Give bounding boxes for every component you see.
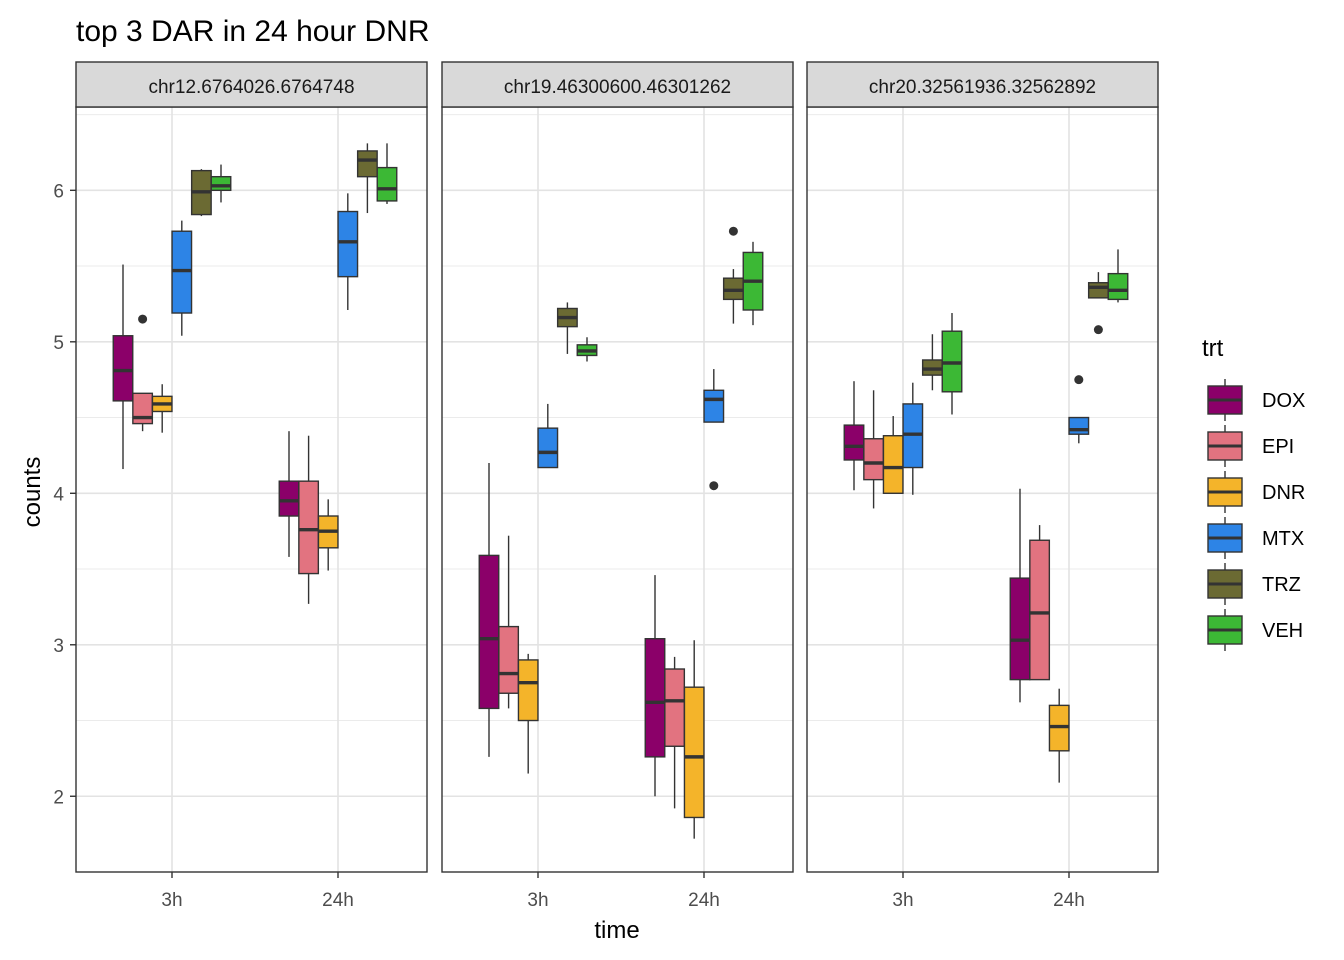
y-tick-label: 3 — [53, 636, 64, 657]
box-iqr — [498, 625, 520, 694]
legend-item-dnr: DNR — [1202, 469, 1305, 515]
panel-background — [807, 107, 1158, 872]
box-iqr — [683, 686, 705, 819]
outlier-point — [709, 481, 719, 491]
legend-title: trt — [1202, 335, 1224, 362]
box-dnr-3h — [151, 384, 173, 433]
box-veh-24h — [376, 143, 398, 204]
box-trz-3h — [556, 302, 578, 354]
legend-label: DOX — [1262, 390, 1305, 412]
box-veh-24h — [1107, 249, 1129, 303]
box-iqr — [537, 427, 559, 469]
x-tick-label: 24h — [322, 890, 354, 911]
legend-item-mtx: MTX — [1202, 515, 1304, 561]
outlier-point — [728, 226, 738, 236]
box-dnr-24h — [317, 499, 339, 571]
box-mtx-3h — [902, 382, 924, 495]
legend-item-dox: DOX — [1202, 377, 1305, 423]
y-tick-label: 2 — [53, 787, 64, 808]
box-mtx-24h — [337, 193, 359, 310]
facet-strip-label: chr20.32561936.32562892 — [869, 77, 1096, 98]
y-tick-label: 6 — [53, 181, 64, 202]
box-iqr — [664, 668, 686, 747]
box-iqr — [843, 424, 865, 461]
box-veh-24h — [742, 241, 764, 326]
legend-item-trz: TRZ — [1202, 561, 1301, 607]
y-axis-label: counts — [19, 457, 46, 528]
facet-panel: 3h 24h chr19.46300600.46301262 — [441, 61, 794, 911]
box-iqr — [376, 166, 398, 202]
box-dnr-3h — [882, 416, 904, 494]
legend: trt DOX EPI DNR MTX TRZ VEH — [1202, 335, 1305, 653]
legend-label: TRZ — [1262, 574, 1301, 596]
box-iqr — [1087, 282, 1109, 299]
box-epi-3h — [132, 314, 154, 432]
box-iqr — [1107, 272, 1129, 301]
legend-label: DNR — [1262, 482, 1305, 504]
legend-label: VEH — [1262, 620, 1303, 642]
x-tick-label: 3h — [161, 890, 182, 911]
box-iqr — [1029, 539, 1051, 681]
panel-background — [442, 107, 793, 872]
box-iqr — [882, 435, 904, 494]
panels: 3h 24h chr12.6764026.6764748 2 3 4 5 6 3h 24h chr1… — [53, 61, 1159, 911]
box-iqr — [337, 210, 359, 278]
box-iqr — [517, 659, 539, 722]
box-trz-3h — [190, 169, 212, 217]
facet-strip — [75, 61, 428, 108]
panel-background — [76, 107, 427, 872]
chart-title: top 3 DAR in 24 hour DNR — [76, 15, 430, 48]
y-tick-label: 5 — [53, 333, 64, 354]
outlier-point — [1074, 375, 1084, 385]
box-iqr — [356, 150, 378, 178]
box-iqr — [1068, 416, 1090, 435]
x-tick-label: 24h — [1053, 890, 1085, 911]
x-tick-label: 3h — [892, 890, 913, 911]
box-iqr — [112, 335, 134, 402]
legend-item-epi: EPI — [1202, 423, 1294, 469]
box-iqr — [703, 389, 725, 423]
facet-panel: 3h 24h chr12.6764026.6764748 2 3 4 5 6 — [53, 61, 428, 911]
x-axis-label: time — [594, 917, 639, 944]
box-dnr-3h — [517, 653, 539, 774]
box-iqr — [644, 638, 666, 758]
box-dnr-24h — [683, 640, 705, 839]
box-iqr — [478, 554, 500, 710]
box-dox-24h — [644, 575, 666, 797]
legend-label: MTX — [1262, 528, 1304, 550]
box-veh-3h — [210, 164, 232, 203]
box-iqr — [1009, 577, 1031, 681]
legend-item-veh: VEH — [1202, 607, 1303, 653]
box-epi-24h — [1029, 525, 1051, 681]
outlier-point — [138, 314, 148, 324]
facet-strip-label: chr12.6764026.6764748 — [148, 77, 354, 98]
facet-strip — [806, 61, 1159, 108]
box-mtx-3h — [171, 220, 193, 336]
outlier-point — [1093, 325, 1103, 335]
box-veh-3h — [941, 313, 963, 415]
box-dox-3h — [112, 264, 134, 470]
box-iqr — [278, 480, 300, 517]
facet-strip-label: chr19.46300600.46301262 — [504, 77, 731, 98]
box-dnr-24h — [1048, 688, 1070, 783]
box-veh-3h — [576, 337, 598, 362]
box-iqr — [210, 175, 232, 192]
facet-panel: 3h 24h chr20.32561936.32562892 — [806, 61, 1159, 911]
x-tick-label: 24h — [688, 890, 720, 911]
box-mtx-24h — [703, 369, 725, 491]
box-mtx-24h — [1068, 375, 1090, 444]
box-iqr — [863, 438, 885, 481]
box-dox-24h — [1009, 488, 1031, 703]
y-tick-label: 4 — [53, 484, 64, 505]
box-trz-24h — [356, 143, 378, 214]
legend-label: EPI — [1262, 436, 1294, 458]
facet-strip — [441, 61, 794, 108]
x-tick-label: 3h — [527, 890, 548, 911]
box-mtx-3h — [537, 403, 559, 469]
box-iqr — [298, 480, 320, 575]
